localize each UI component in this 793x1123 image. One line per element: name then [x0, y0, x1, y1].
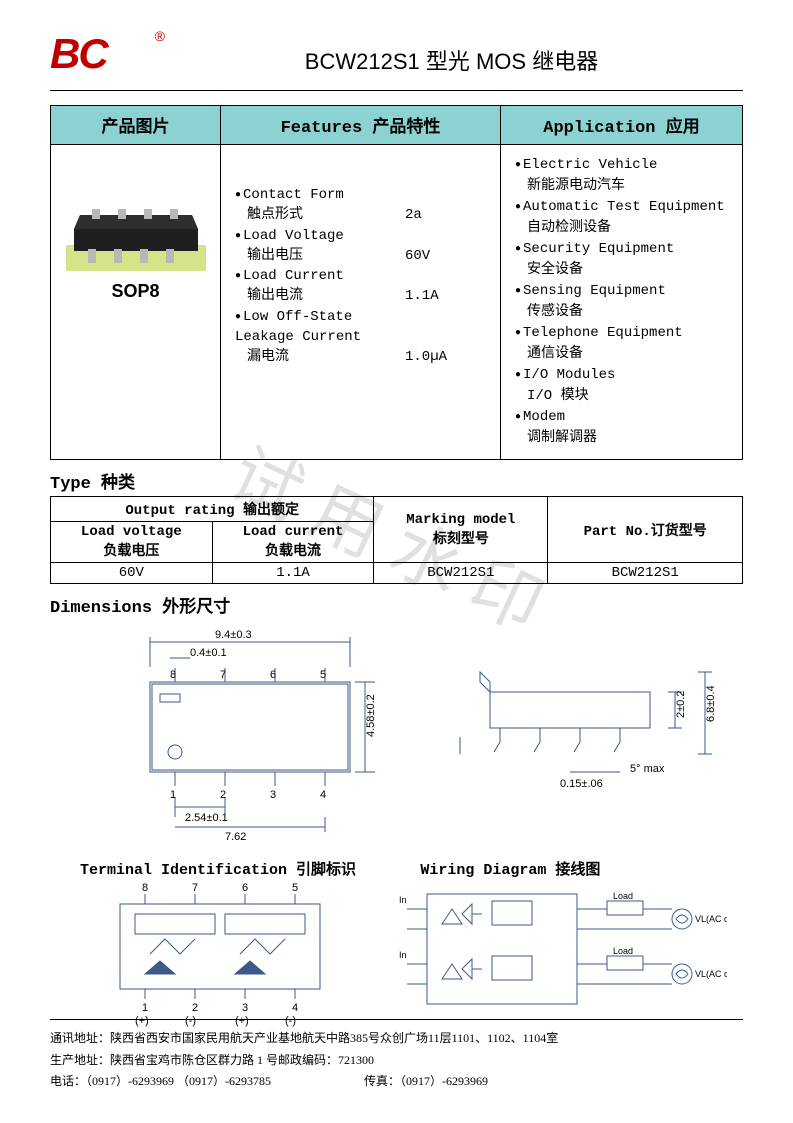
svg-text:3: 3	[270, 789, 276, 801]
svg-text:7: 7	[192, 882, 198, 894]
section-dimensions: Dimensions 外形尺寸	[50, 592, 743, 618]
svg-text:8: 8	[170, 669, 176, 681]
part-value: BCW212S1	[548, 563, 743, 584]
marking-header: Marking model 标刻型号	[374, 497, 548, 563]
app-en: Sensing Equipment	[515, 281, 734, 302]
footer-contact: 电话：（0917）-6293969 （0917）-6293785 传真：（091…	[50, 1071, 743, 1093]
svg-text:2±0.2: 2±0.2	[675, 691, 687, 718]
svg-text:Load: Load	[613, 891, 633, 901]
terminal-title: Terminal Identification 引脚标识	[50, 858, 410, 879]
svg-text:5: 5	[320, 669, 326, 681]
diagrams-row: 87 65 12 34 (+)(-) (+)(-)	[50, 879, 743, 1029]
svg-text:VL(AC or DC): VL(AC or DC)	[695, 969, 727, 979]
lv-value: 60V	[51, 563, 213, 584]
registered-icon: ®	[155, 28, 165, 44]
app-cn: 传感设备	[515, 302, 734, 323]
feature-cn: 输出电流	[235, 286, 405, 306]
app-en: Automatic Test Equipment	[515, 197, 734, 218]
lc-value: 1.1A	[212, 563, 374, 584]
svg-text:0.15±.06: 0.15±.06	[560, 778, 603, 790]
package-label: SOP8	[57, 281, 214, 302]
sub-diagram-titles: Terminal Identification 引脚标识 Wiring Diag…	[50, 858, 743, 879]
wiring-title: Wiring Diagram 接线图	[410, 858, 743, 879]
svg-text:4: 4	[292, 1002, 298, 1014]
app-en: Electric Vehicle	[515, 155, 734, 176]
terminal-diagram: 87 65 12 34 (+)(-) (+)(-)	[50, 879, 397, 1029]
feature-en: Contact Form	[235, 185, 405, 205]
svg-text:In: In	[399, 895, 407, 905]
feature-value: 60V	[405, 246, 490, 266]
feature-cn: 触点形式	[235, 205, 405, 225]
svg-text:2: 2	[220, 789, 226, 801]
svg-text:In: In	[399, 950, 407, 960]
product-image-cell: SOP8	[51, 145, 221, 460]
svg-text:Load: Load	[613, 946, 633, 956]
wiring-diagram: In In Load Load VL(AC or DC) VL(AC or DC)	[397, 879, 744, 1029]
svg-text:5: 5	[292, 882, 298, 894]
col-image-header: 产品图片	[51, 106, 221, 145]
features-cell: Contact Form触点形式2aLoad Voltage输出电压60VLoa…	[221, 145, 501, 460]
svg-text:5° max: 5° max	[630, 763, 665, 775]
svg-text:2: 2	[192, 1002, 198, 1014]
svg-text:4.58±0.2: 4.58±0.2	[365, 694, 377, 737]
load-voltage-header: Load voltage 负载电压	[51, 522, 213, 563]
app-en: Telephone Equipment	[515, 323, 734, 344]
svg-text:3: 3	[242, 1002, 248, 1014]
page-title: BCW212S1 型光 MOS 继电器	[160, 34, 743, 76]
logo-text: BC	[50, 30, 107, 77]
svg-text:6: 6	[242, 882, 248, 894]
svg-text:0.4±0.1: 0.4±0.1	[190, 647, 227, 659]
svg-text:6: 6	[270, 669, 276, 681]
app-cn: 自动检测设备	[515, 218, 734, 239]
app-cn: 通信设备	[515, 344, 734, 365]
feature-cn: 输出电压	[235, 246, 405, 266]
feature-value: 1.1A	[405, 286, 490, 306]
app-en: Modem	[515, 407, 734, 428]
output-rating-header: Output rating 输出额定	[51, 497, 374, 522]
svg-text:7.62: 7.62	[225, 831, 246, 843]
footer-divider	[50, 1019, 743, 1020]
dimension-sideview: 2±0.2 6.8±0.4 0.15 0.2 0.15±.06 5° max	[450, 642, 750, 842]
page-header: BC ® BCW212S1 型光 MOS 继电器	[50, 30, 743, 80]
mark-value: BCW212S1	[374, 563, 548, 584]
spec-table: 产品图片 Features 产品特性 Application 应用 SOP8 C…	[50, 105, 743, 460]
svg-text:7: 7	[220, 669, 226, 681]
footer-addr1: 通讯地址：陕西省西安市国家民用航天产业基地航天中路385号众创广场11层1101…	[50, 1028, 743, 1050]
app-cn: I/O 模块	[515, 386, 734, 407]
dimensions-area: 9.4±0.3 0.4±0.1 4.58±0.2 2.54±0.1 7.62 8…	[50, 622, 743, 852]
svg-text:6.8±0.4: 6.8±0.4	[705, 685, 717, 722]
svg-text:1: 1	[170, 789, 176, 801]
col-application-header: Application 应用	[501, 106, 743, 145]
partno-header: Part No.订货型号	[548, 497, 743, 563]
feature-value: 2a	[405, 205, 490, 225]
svg-text:8: 8	[142, 882, 148, 894]
feature-value: 1.0µA	[405, 347, 490, 367]
feature-en: Load Voltage	[235, 226, 405, 246]
load-current-header: Load current 负载电流	[212, 522, 374, 563]
logo: BC ®	[50, 30, 160, 80]
svg-text:VL(AC or DC): VL(AC or DC)	[695, 914, 727, 924]
app-cn: 新能源电动汽车	[515, 176, 734, 197]
page-footer: 通讯地址：陕西省西安市国家民用航天产业基地航天中路385号众创广场11层1101…	[50, 1019, 743, 1093]
applications-cell: Electric Vehicle新能源电动汽车Automatic Test Eq…	[501, 145, 743, 460]
chip-image	[66, 195, 206, 275]
app-cn: 调制解调器	[515, 428, 734, 449]
app-cn: 安全设备	[515, 260, 734, 281]
svg-text:2.54±0.1: 2.54±0.1	[185, 812, 228, 824]
app-en: Security Equipment	[515, 239, 734, 260]
header-divider	[50, 90, 743, 91]
feature-en: Load Current	[235, 266, 405, 286]
feature-cn: 漏电流	[235, 347, 405, 367]
svg-text:4: 4	[320, 789, 326, 801]
app-en: I/O Modules	[515, 365, 734, 386]
col-features-header: Features 产品特性	[221, 106, 501, 145]
feature-en: Low Off-State Leakage Current	[235, 307, 405, 348]
dimension-topview: 9.4±0.3 0.4±0.1 4.58±0.2 2.54±0.1 7.62 8…	[90, 622, 420, 852]
svg-text:9.4±0.3: 9.4±0.3	[215, 629, 252, 641]
section-type: Type 种类	[50, 468, 743, 494]
svg-text:1: 1	[142, 1002, 148, 1014]
footer-addr2: 生产地址：陕西省宝鸡市陈仓区群力路 1 号邮政编码：721300	[50, 1050, 743, 1072]
type-table: Output rating 输出额定 Marking model 标刻型号 Pa…	[50, 496, 743, 584]
